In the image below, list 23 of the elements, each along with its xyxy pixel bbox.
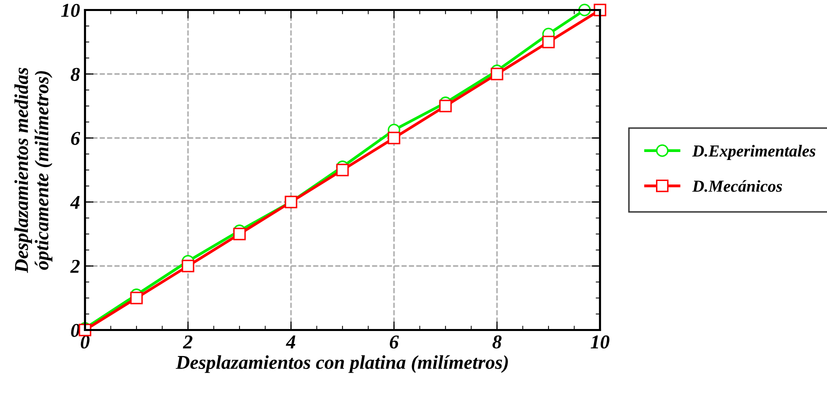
point: [388, 132, 400, 144]
point: [233, 228, 246, 240]
legend-label: D.Mecánicos: [692, 180, 782, 192]
point: [542, 36, 555, 48]
point: [490, 68, 504, 80]
point: [182, 260, 194, 272]
point: [336, 164, 349, 176]
x-tick-label: 6: [390, 335, 399, 349]
y-axis-title: Desplazamientos medidas ópticamente (milímetros): [14, 68, 52, 274]
y-tick-label: 10: [61, 4, 80, 17]
point: [130, 292, 143, 304]
y-tick-label: 8: [70, 68, 80, 81]
x-tick-label: 10: [590, 335, 610, 349]
x-axis-title: Desplazamientos con platina (milímetros): [176, 355, 508, 373]
y-tick-label: 6: [71, 132, 80, 145]
x-tick-label: 4: [286, 336, 296, 348]
legend-label: D.Experimentales: [692, 144, 816, 160]
point: [439, 100, 452, 112]
x-tick-label: 2: [182, 335, 192, 348]
x-tick-label: 8: [492, 335, 502, 349]
y-tick-label: 4: [70, 196, 80, 209]
y-tick-label: 2: [70, 260, 80, 273]
x-tick-label: 0: [80, 335, 90, 349]
